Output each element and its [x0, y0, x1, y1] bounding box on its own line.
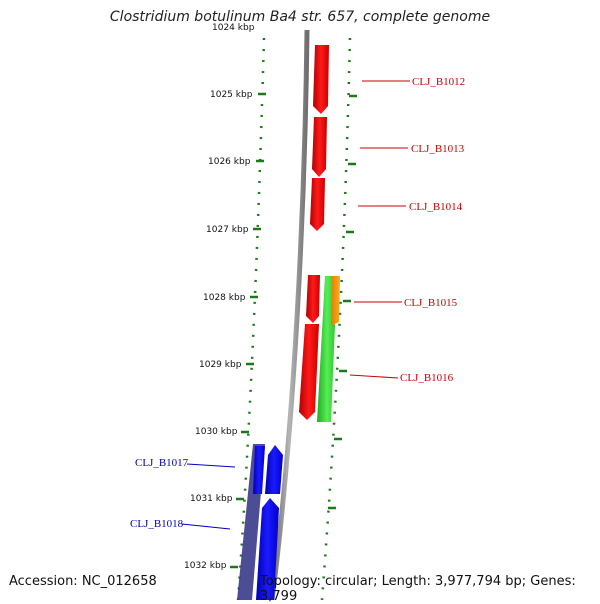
- gene-label-clj-b1015[interactable]: CLJ_B1015: [404, 297, 458, 309]
- genome-title: Clostridium botulinum Ba4 str. 657, comp…: [109, 9, 491, 25]
- ruler-label-1032: 1032 kbp: [184, 561, 227, 571]
- gene-label-clj-b1017[interactable]: CLJ_B1017: [135, 457, 189, 469]
- right-track-ticks: [328, 94, 357, 510]
- gene-label-clj-b1014[interactable]: CLJ_B1014: [409, 201, 463, 213]
- gene-small-blue-clj-b1017[interactable]: [253, 446, 265, 494]
- ruler-label-1025: 1025 kbp: [210, 90, 253, 100]
- gene-label-clj-b1016[interactable]: CLJ_B1016: [400, 372, 454, 384]
- ruler-label-1031: 1031 kbp: [190, 494, 233, 504]
- reverse-leader-lines: [181, 463, 236, 530]
- ruler-label-1026: 1026 kbp: [208, 157, 251, 167]
- gene-label-clj-b1012[interactable]: CLJ_B1012: [412, 76, 465, 88]
- gene-label-clj-b1013[interactable]: CLJ_B1013: [411, 143, 465, 155]
- gene-arrow-clj-b1012[interactable]: [313, 45, 329, 114]
- gene-arrow-clj-b1018[interactable]: [256, 498, 279, 600]
- ruler-label-1027: 1027 kbp: [206, 225, 249, 235]
- gene-arrow-clj-b1015[interactable]: [306, 275, 320, 323]
- ruler-label-1029: 1029 kbp: [199, 360, 242, 370]
- accession-text: Accession: NC_012658: [9, 574, 157, 589]
- gene-arrow-clj-b1016[interactable]: [299, 324, 319, 420]
- gene-arrow-clj-b1013[interactable]: [312, 117, 327, 177]
- gene-arrow-clj-b1017[interactable]: [265, 445, 283, 494]
- left-track-ticks: [230, 92, 266, 569]
- ruler-label-1030: 1030 kbp: [195, 427, 238, 437]
- gene-arrow-clj-b1014[interactable]: [310, 178, 325, 231]
- genome-backbone: [269, 29, 310, 600]
- ruler-label-1024: 1024 kbp: [212, 23, 255, 33]
- forward-leader-lines: [349, 80, 410, 379]
- gene-label-clj-b1018[interactable]: CLJ_B1018: [130, 518, 184, 530]
- ruler-label-1028: 1028 kbp: [203, 293, 246, 303]
- feature-orange-bar[interactable]: [331, 276, 340, 326]
